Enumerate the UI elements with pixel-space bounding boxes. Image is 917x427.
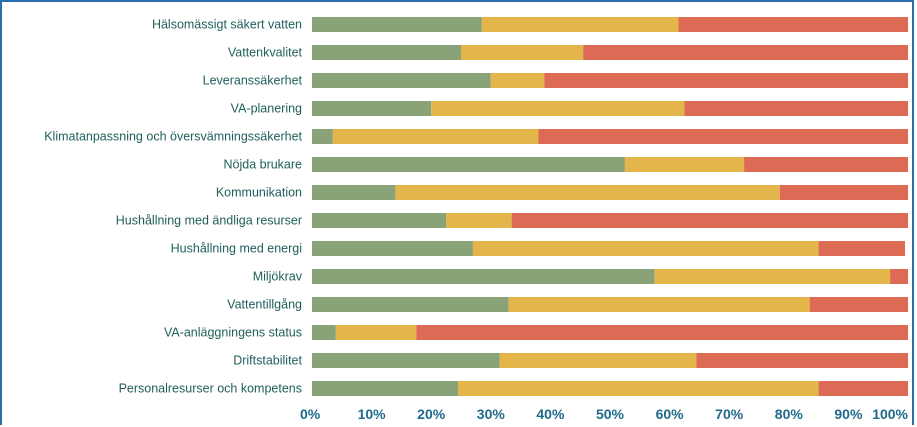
category-label: VA-planering	[231, 102, 302, 116]
bar-segment	[678, 17, 908, 32]
bar-segment	[312, 17, 482, 32]
bar-segment	[461, 45, 584, 60]
bar-segment	[312, 157, 625, 172]
bar-segment	[458, 381, 819, 396]
bar-segment	[312, 241, 473, 256]
bar-segment	[312, 45, 461, 60]
x-tick-label: 70%	[715, 406, 744, 422]
x-tick-label: 100%	[872, 406, 908, 422]
bar-segment	[335, 325, 417, 340]
category-label: Kommunikation	[216, 186, 302, 200]
bar-segment	[544, 73, 908, 88]
x-tick-label: 80%	[775, 406, 804, 422]
bar-segment	[312, 353, 500, 368]
category-label: Leveranssäkerhet	[203, 74, 303, 88]
category-label: Hushållning med ändliga resurser	[116, 214, 302, 228]
bar-segment	[395, 185, 780, 200]
bar-segment	[312, 185, 396, 200]
bar-segment	[431, 101, 685, 116]
bar-segment	[312, 73, 491, 88]
bar-segment	[583, 45, 908, 60]
x-tick-label: 50%	[596, 406, 625, 422]
x-tick-label: 60%	[656, 406, 685, 422]
bar-segment	[312, 381, 459, 396]
bar-segment	[696, 353, 908, 368]
bar-segment	[312, 101, 432, 116]
bar-segment	[818, 381, 908, 396]
bar-segment	[446, 213, 512, 228]
bar-segment	[538, 129, 908, 144]
x-axis: 0% 10% 20% 30% 40% 50% 60% 70% 80% 90% 100%	[300, 406, 909, 422]
category-labels: Hälsomässigt säkert vatten Vattenkvalitet…	[44, 18, 303, 396]
bar-segment	[312, 297, 509, 312]
category-label: Nöjda brukare	[223, 158, 302, 172]
category-label: Miljökrav	[253, 270, 303, 284]
category-label: VA-anläggningens status	[164, 326, 302, 340]
x-tick-label: 30%	[477, 406, 506, 422]
x-tick-label: 90%	[834, 406, 863, 422]
bar-segment	[654, 269, 891, 284]
bar-segment	[332, 129, 539, 144]
bar-segment	[744, 157, 908, 172]
x-tick-label: 10%	[358, 406, 387, 422]
bar-segment	[624, 157, 745, 172]
category-label: Personalresurser och kompetens	[119, 382, 302, 396]
category-label: Vattenkvalitet	[228, 46, 303, 60]
bar-segment	[312, 213, 447, 228]
plot-area	[312, 17, 908, 396]
bar-segment	[416, 325, 908, 340]
category-label: Vattentillgång	[227, 298, 302, 312]
bar-segment	[481, 17, 679, 32]
category-label: Driftstabilitet	[233, 354, 302, 368]
bar-segment	[809, 297, 908, 312]
bar-segment	[312, 129, 333, 144]
bar-segment	[499, 353, 697, 368]
bar-segment	[312, 325, 336, 340]
bar-segment	[508, 297, 810, 312]
bar-segment	[312, 269, 655, 284]
category-label: Hushållning med energi	[171, 242, 302, 256]
bar-segment	[684, 101, 908, 116]
bar-segment	[472, 241, 819, 256]
bar-segment	[511, 213, 908, 228]
category-label: Klimatanpassning och översvämningssäkerh…	[44, 130, 302, 144]
bar-segment	[779, 185, 908, 200]
category-label: Hälsomässigt säkert vatten	[152, 18, 302, 32]
x-tick-label: 40%	[536, 406, 565, 422]
bar-segment	[890, 269, 908, 284]
x-tick-label: 0%	[300, 406, 321, 422]
bar-segment	[490, 73, 545, 88]
bar-segment	[818, 241, 906, 256]
x-tick-label: 20%	[417, 406, 446, 422]
